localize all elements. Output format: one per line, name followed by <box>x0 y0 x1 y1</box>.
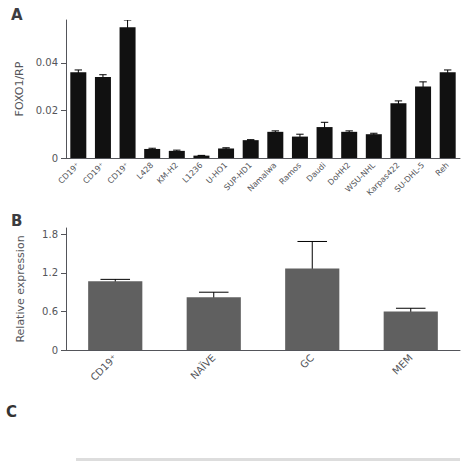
svg-text:0.6: 0.6 <box>42 306 58 317</box>
svg-text:MEM: MEM <box>390 352 414 376</box>
svg-text:Daudi: Daudi <box>305 161 328 184</box>
svg-text:C: C <box>6 403 17 421</box>
svg-text:CD19⁺: CD19⁺ <box>81 161 106 186</box>
svg-text:U-HO1: U-HO1 <box>204 160 230 186</box>
svg-text:1.2: 1.2 <box>42 267 58 278</box>
svg-text:L1236: L1236 <box>181 161 205 185</box>
svg-text:SU-DHL-5: SU-DHL-5 <box>393 161 426 194</box>
svg-text:FOXO1/RP: FOXO1/RP <box>13 61 26 116</box>
svg-text:Relative expression: Relative expression <box>14 235 27 342</box>
svg-text:Namalwa: Namalwa <box>246 161 279 194</box>
svg-text:KM-H2: KM-H2 <box>155 161 180 186</box>
svg-text:WSU-NHL: WSU-NHL <box>343 160 377 195</box>
svg-text:CD19⁺: CD19⁺ <box>106 161 131 186</box>
svg-text:0: 0 <box>52 153 58 164</box>
svg-text:Karpas422: Karpas422 <box>365 160 402 198</box>
svg-text:CD19⁺: CD19⁺ <box>88 352 119 383</box>
svg-text:SUP-HD1: SUP-HD1 <box>222 160 254 193</box>
svg-text:Reh: Reh <box>434 161 451 178</box>
svg-text:0.04: 0.04 <box>36 57 58 68</box>
svg-text:GC: GC <box>298 352 316 370</box>
svg-text:NAÏVE: NAÏVE <box>188 351 218 381</box>
svg-text:DoHH2: DoHH2 <box>326 160 353 188</box>
svg-text:1.8: 1.8 <box>42 229 58 240</box>
svg-text:A: A <box>11 6 23 24</box>
svg-text:B: B <box>11 212 22 230</box>
svg-text:L428: L428 <box>135 161 155 181</box>
svg-text:Ramos: Ramos <box>278 161 304 187</box>
svg-text:CD19⁺: CD19⁺ <box>57 161 82 186</box>
svg-text:0: 0 <box>52 345 58 356</box>
svg-text:0.02: 0.02 <box>36 105 58 116</box>
